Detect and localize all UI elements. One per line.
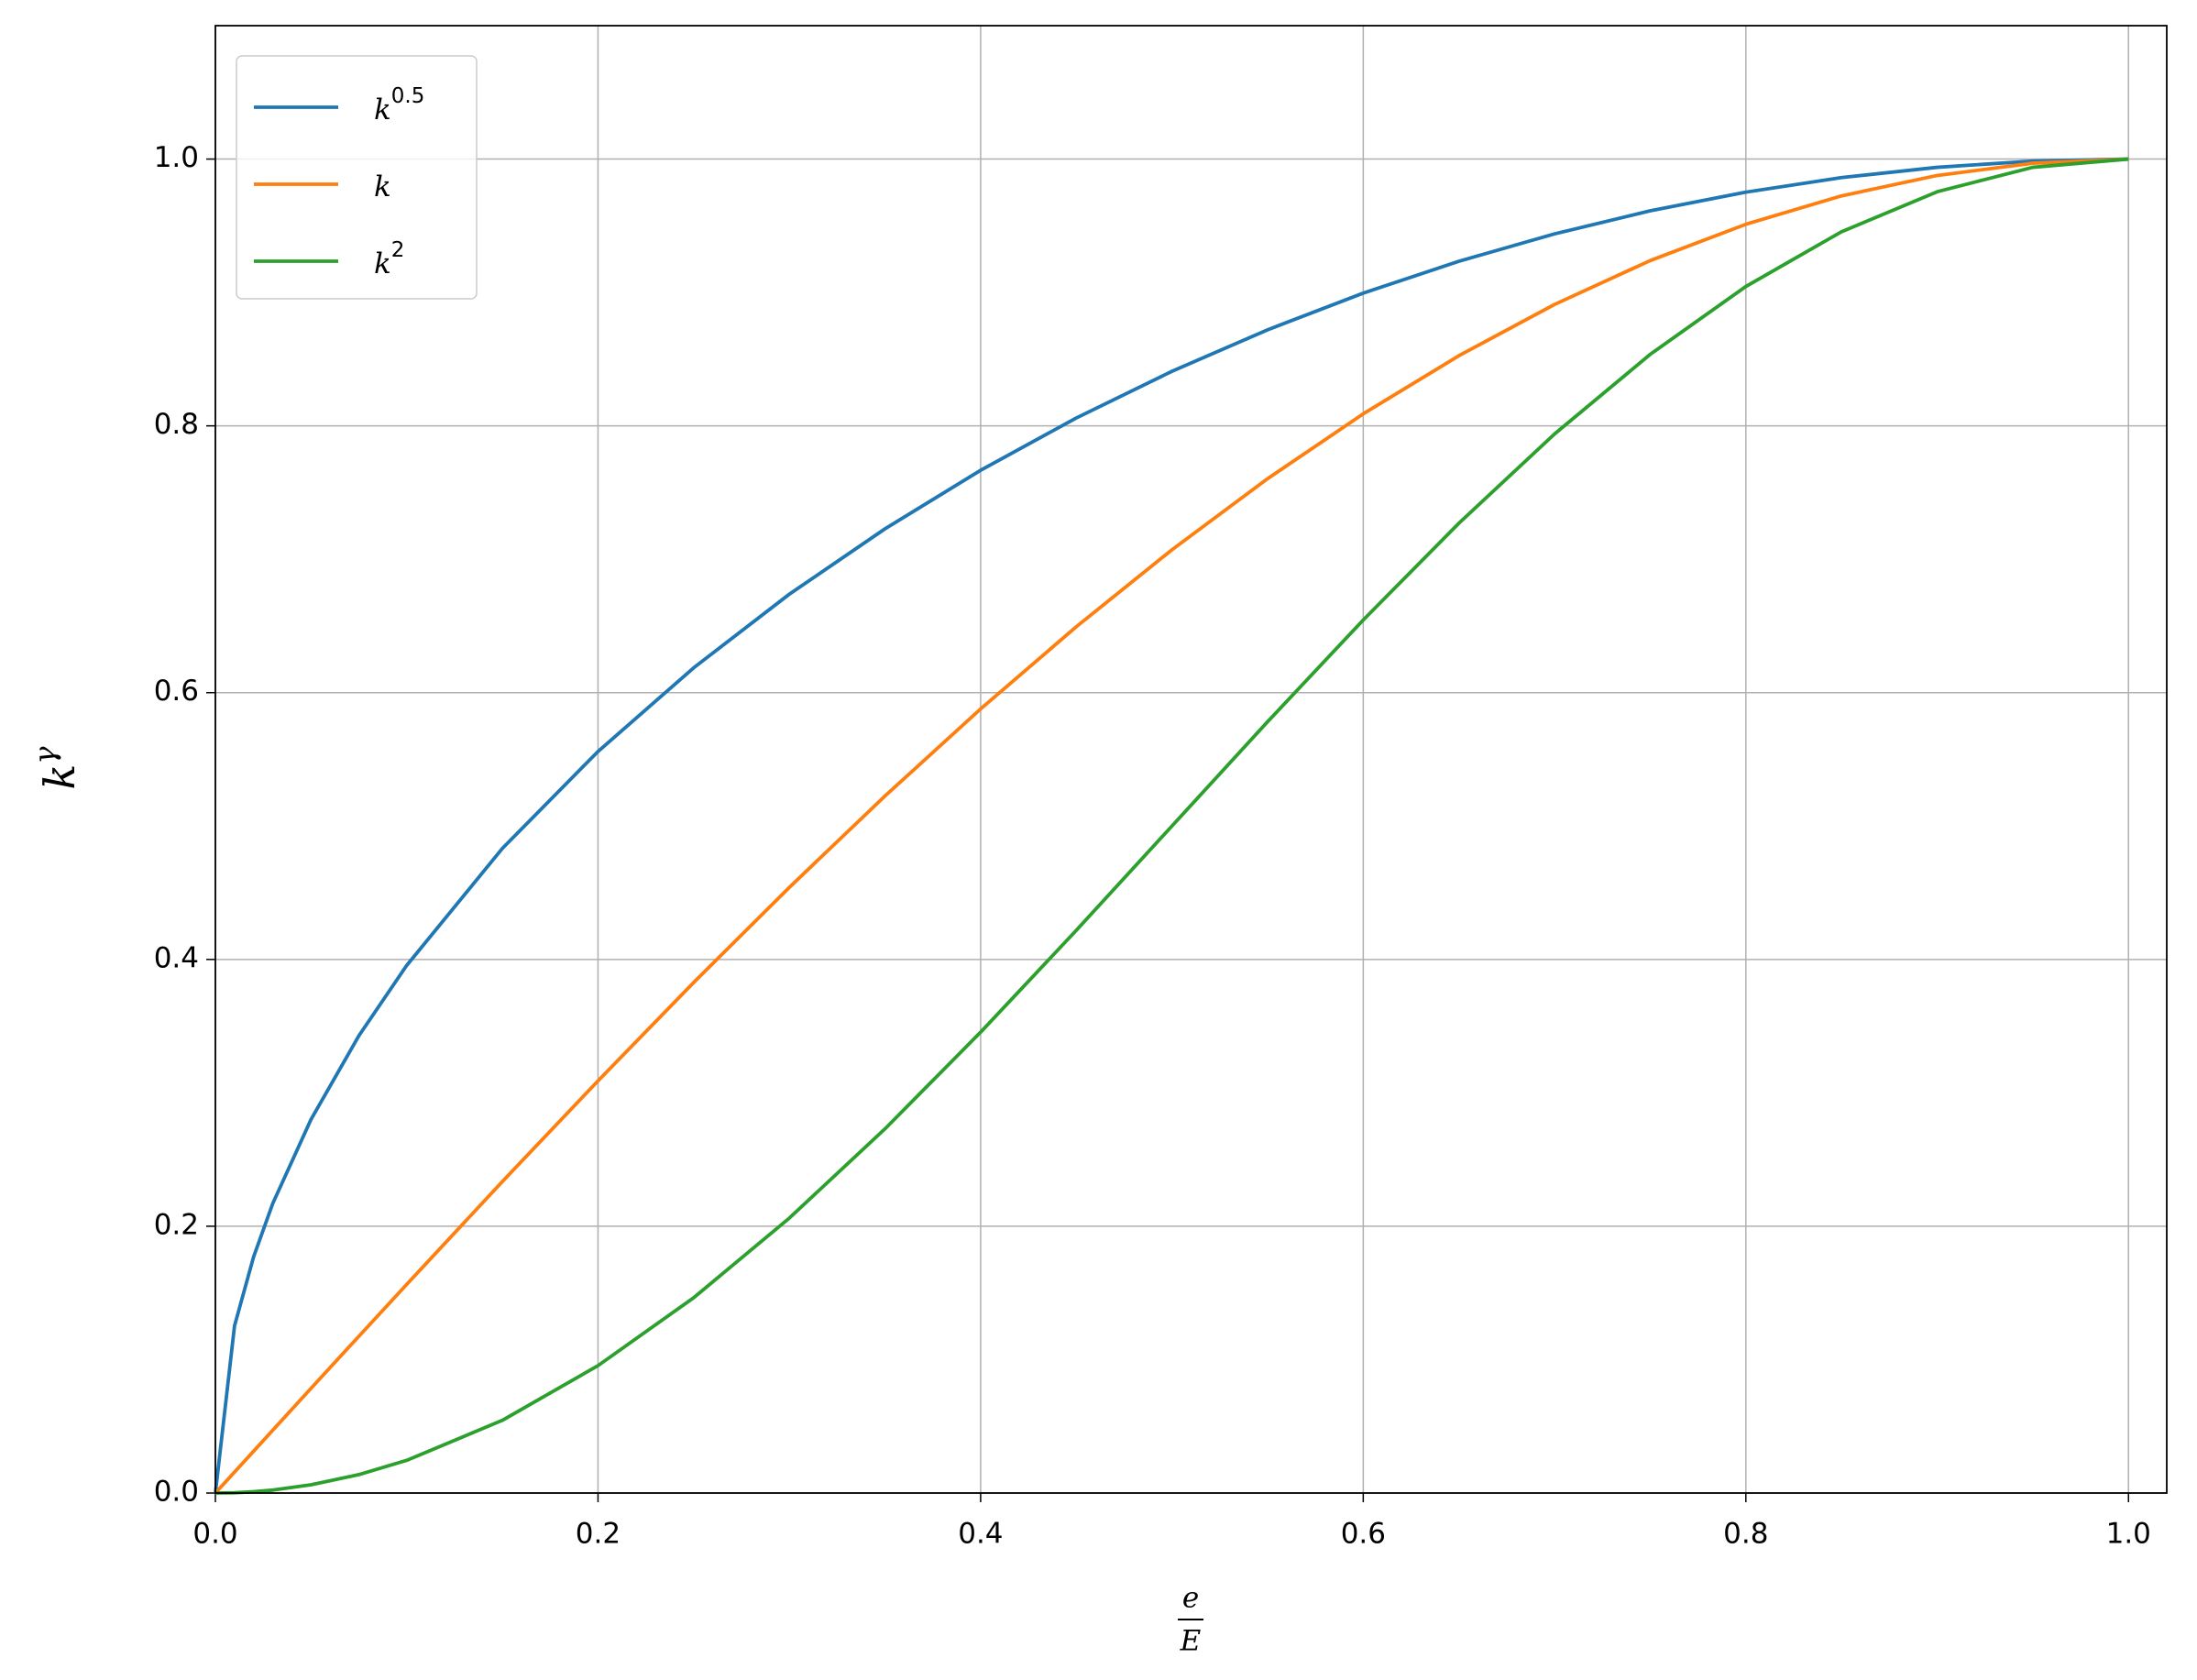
x-label-numerator: e: [1182, 1582, 1199, 1615]
x-tick-label: 0.0: [192, 1518, 237, 1551]
y-tick-label: 0.2: [154, 1208, 199, 1241]
y-label-base: k: [35, 764, 84, 790]
series-line: [214, 157, 2129, 1495]
x-tick-label: 0.4: [958, 1518, 1003, 1551]
legend-box: [236, 55, 478, 300]
legend-name: k: [374, 170, 391, 203]
y-axis-label: kγ: [27, 746, 85, 790]
y-tick-label: 0.4: [154, 941, 199, 974]
legend-name: k: [374, 247, 391, 280]
legend-exponent: 2: [391, 238, 405, 262]
series-line: [214, 157, 2129, 1494]
legend-label: k2: [374, 238, 404, 280]
y-tick-label: 0.8: [154, 408, 199, 441]
legend-label: k: [374, 170, 391, 203]
legend-name: k: [374, 93, 391, 126]
x-tick-label: 0.6: [1341, 1518, 1386, 1551]
legend-exponent: 0.5: [391, 84, 425, 108]
legend-label: k0.5: [374, 84, 424, 126]
x-tick-label: 0.8: [1723, 1518, 1768, 1551]
y-tick-label: 0.6: [154, 675, 199, 708]
plot-frame: [214, 25, 2168, 1494]
y-tick-label: 1.0: [154, 141, 199, 174]
x-tick-label: 0.2: [576, 1518, 621, 1551]
series-line: [214, 157, 2129, 1495]
x-label-denominator: E: [1180, 1625, 1202, 1658]
x-tick-label: 1.0: [2106, 1518, 2151, 1551]
y-tick-label: 0.0: [154, 1476, 199, 1509]
y-label-exponent: γ: [27, 746, 62, 764]
